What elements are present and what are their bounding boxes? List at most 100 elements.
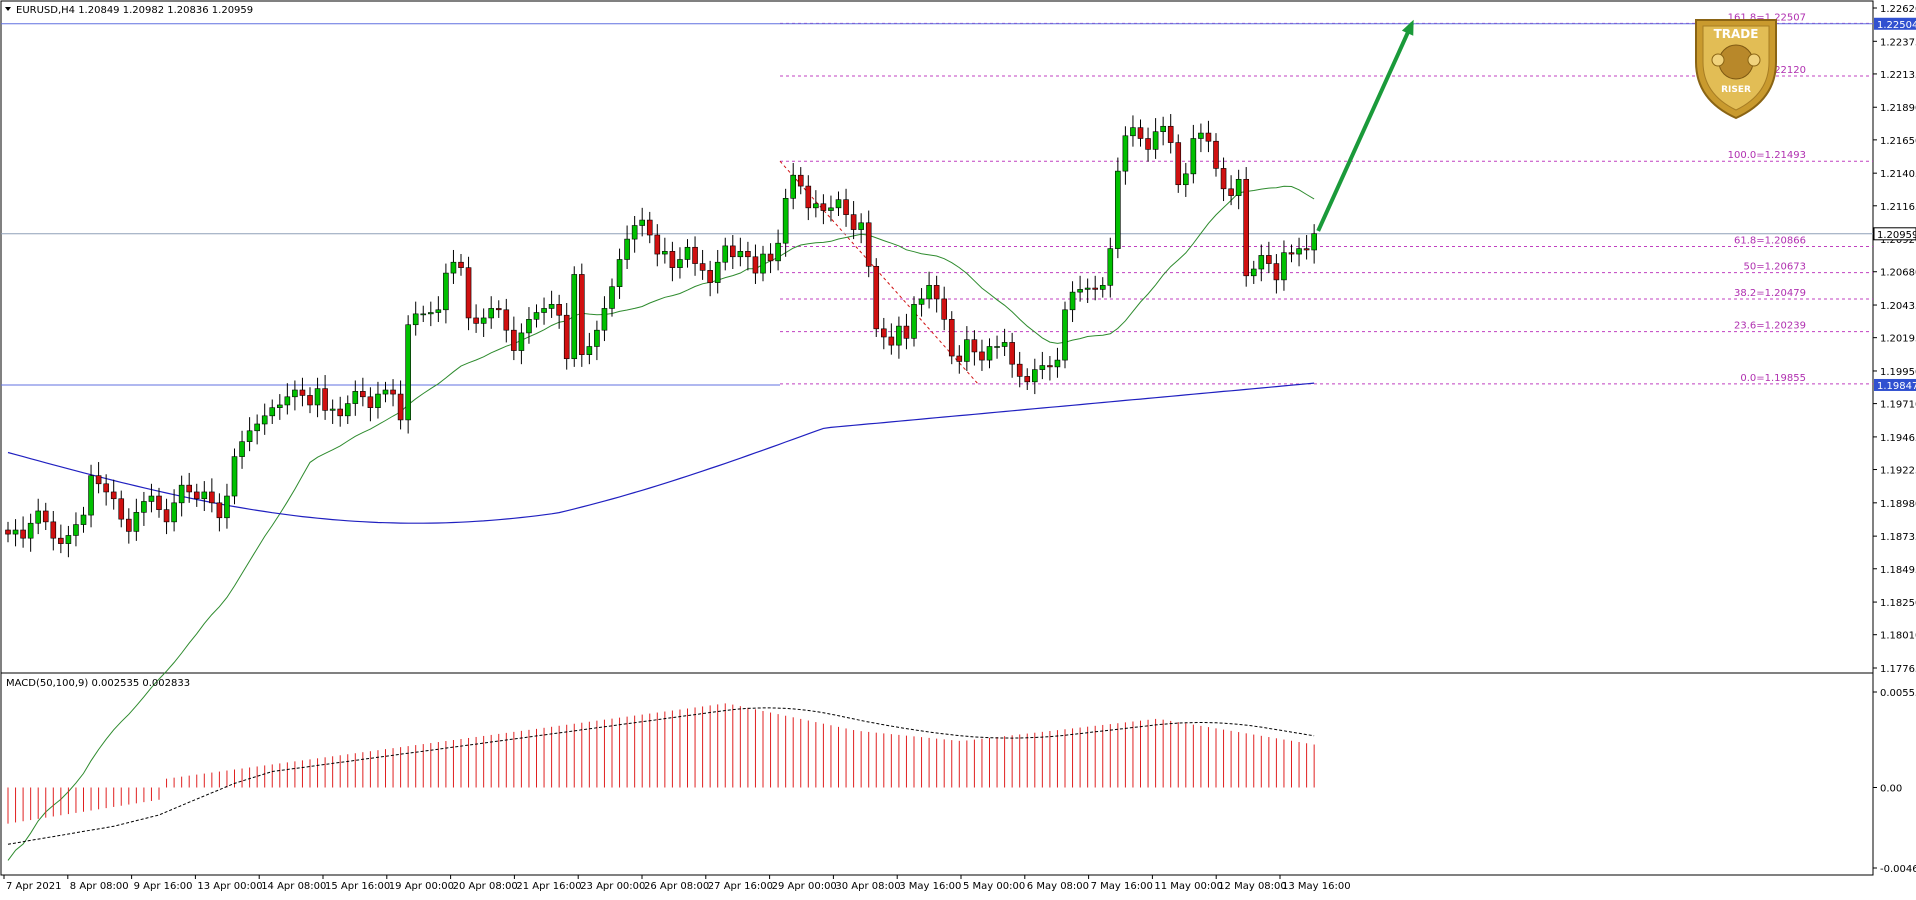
- bear-candle: [971, 339, 978, 353]
- macd-info: MACD(50,100,9) 0.002535 0.002833: [6, 678, 190, 689]
- bull-candle: [88, 475, 94, 516]
- bear-candle: [820, 203, 827, 211]
- price-tick-label: 1.17765: [1880, 664, 1916, 675]
- bear-candle: [669, 251, 676, 268]
- bear-candle: [126, 518, 132, 532]
- bear-candle: [1092, 287, 1098, 290]
- price-tick-label: 1.19950: [1880, 367, 1916, 378]
- bull-candle: [677, 259, 683, 268]
- bear-candle: [322, 388, 328, 411]
- price-tick-label: 1.18735: [1880, 532, 1916, 543]
- bull-candle: [1099, 285, 1106, 290]
- bull-candle: [435, 309, 442, 313]
- bull-candle: [1032, 369, 1038, 383]
- bull-candle: [964, 339, 970, 362]
- bull-candle: [1122, 135, 1129, 172]
- bull-candle: [737, 251, 744, 258]
- bull-candle: [858, 222, 864, 230]
- time-tick-label: 12 May 08:00: [1218, 881, 1287, 892]
- current-price-tag: 1.20959: [1877, 230, 1916, 241]
- bear-candle: [767, 253, 774, 262]
- bear-candle: [1205, 132, 1212, 142]
- bull-candle: [1115, 170, 1121, 249]
- time-tick-label: 20 Apr 08:00: [453, 881, 518, 892]
- time-tick-label: 26 Apr 08:00: [644, 881, 709, 892]
- bull-candle: [548, 304, 555, 309]
- bull-candle: [329, 408, 336, 411]
- bull-candle: [1160, 125, 1166, 133]
- bull-candle: [27, 522, 34, 539]
- bear-candle: [1016, 363, 1023, 377]
- price-tick-label: 1.19710: [1880, 400, 1916, 411]
- bull-candle: [616, 259, 623, 287]
- bear-candle: [850, 214, 857, 230]
- bear-candle: [118, 498, 125, 520]
- time-tick-label: 7 May 16:00: [1091, 881, 1153, 892]
- bull-candle: [73, 524, 79, 536]
- bull-candle: [714, 261, 721, 283]
- bear-candle: [752, 256, 759, 274]
- bull-candle: [926, 285, 932, 300]
- bull-candle: [1107, 248, 1114, 286]
- fib-level-label: 0.0=1.19855: [1740, 373, 1806, 384]
- bear-candle: [843, 199, 849, 215]
- bull-candle: [609, 286, 615, 309]
- bear-candle: [1220, 168, 1227, 190]
- bull-candle: [684, 246, 691, 260]
- lower-level-tag: 1.19847: [1877, 381, 1916, 392]
- bear-candle: [186, 484, 192, 493]
- bull-candle: [722, 245, 729, 263]
- bull-candle: [133, 512, 140, 532]
- bull-candle: [1069, 291, 1076, 311]
- bear-candle: [20, 529, 26, 539]
- fib-anchor-line[interactable]: [779, 160, 979, 385]
- bear-candle: [903, 325, 910, 339]
- bull-candle: [420, 313, 427, 316]
- projection-arrow[interactable]: [1316, 22, 1414, 232]
- time-tick-label: 30 Apr 08:00: [835, 881, 900, 892]
- bear-candle: [692, 246, 698, 264]
- bear-candle: [95, 475, 102, 485]
- fib-level-label: 100.0=1.21493: [1728, 150, 1806, 161]
- bull-candle: [518, 332, 525, 351]
- bear-candle: [397, 393, 404, 421]
- bear-candle: [805, 185, 812, 209]
- bull-candle: [488, 308, 495, 319]
- macd-signal-line: [7, 707, 1315, 845]
- bull-candle: [276, 404, 283, 408]
- bull-candle: [631, 225, 638, 240]
- upper-level-tag: 1.22504: [1877, 20, 1916, 31]
- bull-candle: [1062, 309, 1068, 361]
- price-tick-label: 1.20195: [1880, 334, 1916, 345]
- bear-candle: [865, 222, 872, 267]
- price-tick-label: 1.20435: [1880, 301, 1916, 312]
- bull-candle: [141, 501, 147, 513]
- price-tick-label: 1.21405: [1880, 169, 1916, 180]
- bull-candle: [918, 298, 925, 305]
- bull-candle: [896, 325, 902, 346]
- bear-candle: [948, 319, 955, 357]
- bear-candle: [729, 245, 736, 258]
- bear-candle: [1288, 252, 1295, 255]
- bear-candle: [299, 389, 306, 396]
- chart-menu-triangle-icon[interactable]: [5, 7, 11, 11]
- bear-candle: [110, 491, 117, 500]
- current-price-tag-box: [1873, 227, 1916, 241]
- bull-candle: [405, 324, 411, 421]
- fib-level-label: 23.6=1.20239: [1734, 321, 1806, 332]
- bull-candle: [427, 312, 434, 315]
- bear-candle: [745, 251, 751, 258]
- bear-candle: [5, 529, 11, 535]
- bull-candle: [586, 346, 593, 355]
- price-tick-label: 1.18250: [1880, 598, 1916, 609]
- bear-candle: [360, 391, 366, 398]
- bull-candle: [986, 346, 993, 361]
- bear-candle: [216, 502, 223, 519]
- price-tick-label: 1.20920: [1880, 235, 1916, 246]
- bull-candle: [662, 251, 668, 255]
- bull-candle: [224, 495, 230, 519]
- bull-candle: [760, 253, 766, 274]
- bull-candle: [1281, 252, 1287, 281]
